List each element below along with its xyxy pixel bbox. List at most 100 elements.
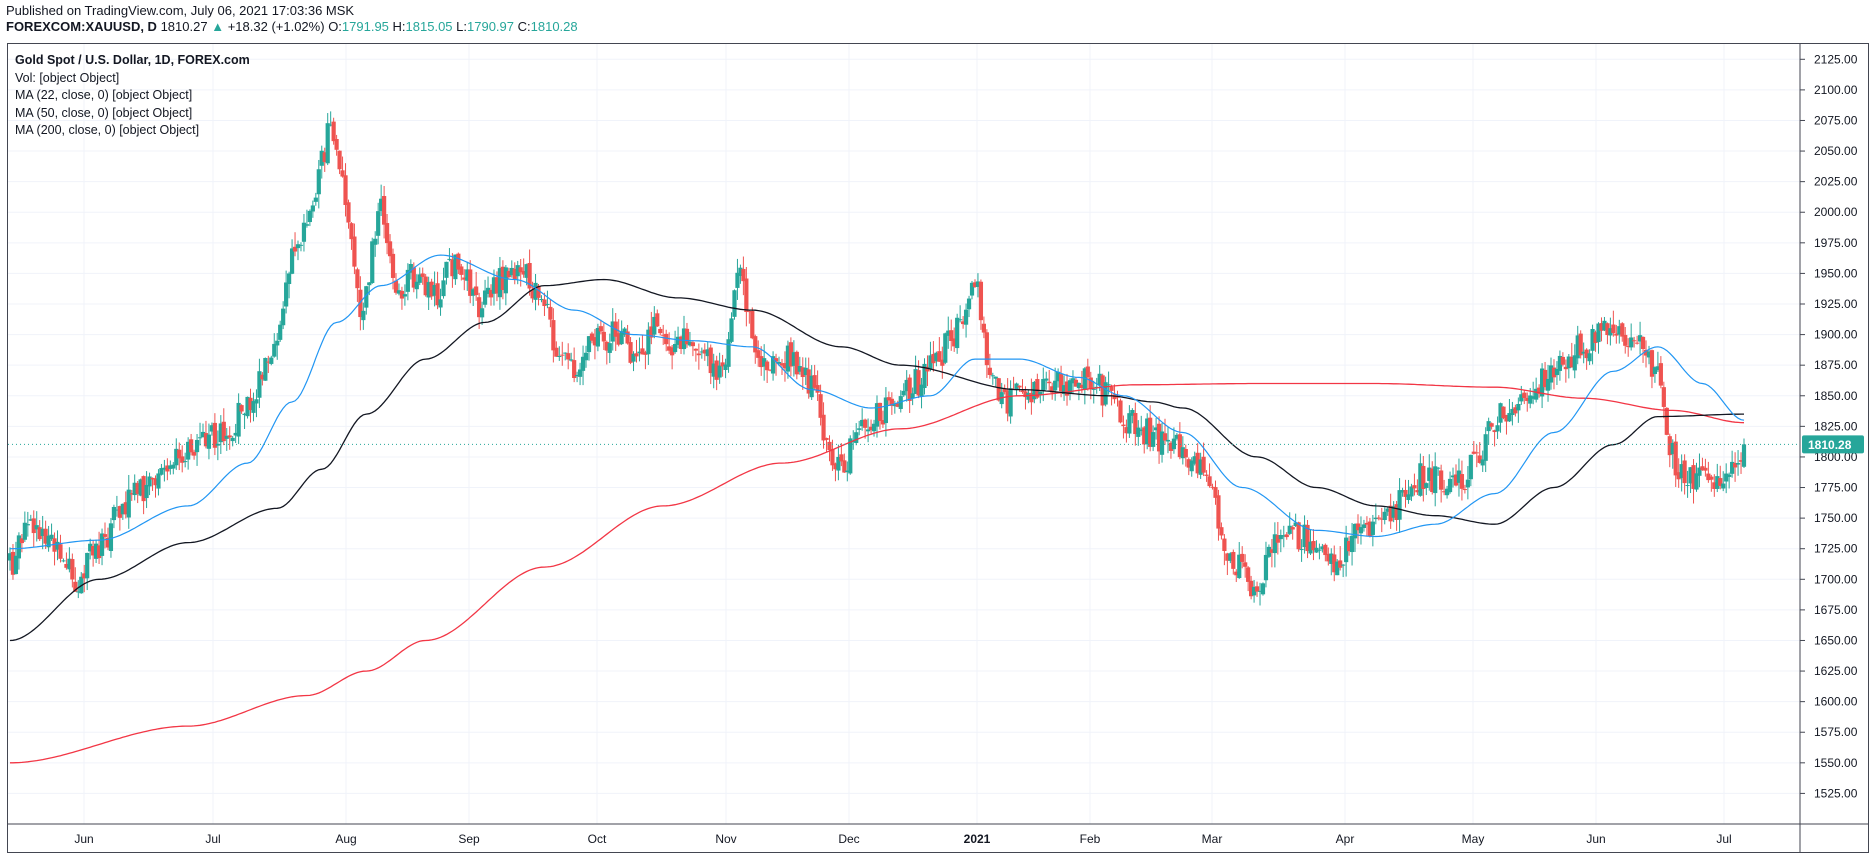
candle-body — [479, 308, 485, 318]
candle-body — [1251, 586, 1257, 596]
candle-body — [1480, 459, 1485, 466]
candle-body — [206, 434, 212, 449]
candle-body — [141, 476, 146, 502]
candle-body — [194, 439, 200, 453]
candle-body — [85, 552, 90, 579]
candle-body — [73, 581, 78, 592]
candle-body — [619, 331, 624, 345]
candle-body — [762, 358, 767, 367]
candle-body — [289, 248, 295, 274]
candle-body — [717, 365, 722, 378]
candle-body — [741, 268, 746, 282]
candle-body — [491, 277, 497, 294]
last-price: 1810.27 — [160, 19, 208, 34]
candle-body — [987, 367, 992, 375]
candle-body — [536, 285, 541, 298]
candle-body — [1263, 554, 1269, 581]
y-tick-label: 1800.00 — [1814, 450, 1858, 464]
candle-body — [64, 563, 69, 568]
candle-body — [681, 328, 687, 350]
x-tick-label: Nov — [715, 832, 736, 846]
candle-body — [696, 353, 701, 356]
candle-body — [984, 332, 989, 366]
candle-body — [367, 282, 372, 286]
candle-body — [670, 347, 675, 356]
candle-body — [159, 468, 164, 475]
candle-body — [886, 397, 891, 401]
candle-body — [114, 509, 119, 511]
candle-body — [144, 484, 149, 499]
candle-body — [1430, 468, 1435, 493]
x-tick-label: Sep — [458, 832, 480, 846]
candle-body — [1222, 538, 1227, 552]
candle-body — [1008, 388, 1013, 417]
candle-body — [40, 528, 45, 537]
candle-body — [292, 246, 298, 252]
candle-body — [607, 343, 612, 353]
candle-body — [598, 326, 603, 332]
candle-body — [1483, 434, 1488, 461]
candle-body — [1409, 486, 1414, 497]
candle-body — [1204, 474, 1209, 476]
y-tick-label: 1975.00 — [1814, 236, 1858, 250]
candle-body — [1436, 467, 1441, 469]
candle-body — [1228, 553, 1233, 561]
candle-body — [1249, 580, 1254, 597]
chart-frame[interactable] — [7, 43, 1869, 853]
candle-body — [690, 342, 696, 347]
candle-body — [462, 277, 467, 280]
candle-body — [622, 328, 627, 335]
candle-body — [776, 361, 782, 364]
candle-body — [43, 528, 48, 544]
candle-body — [233, 432, 238, 436]
current-price-badge — [1802, 435, 1864, 454]
candle-body — [417, 274, 422, 283]
candle-body — [575, 374, 580, 377]
candle-body — [304, 224, 310, 226]
candle-body — [889, 398, 894, 406]
candle-body — [687, 341, 693, 346]
candle-body — [382, 196, 387, 225]
candle-body — [1118, 400, 1123, 423]
candle-body — [1584, 349, 1589, 359]
candle-body — [1341, 564, 1346, 566]
candle-body — [396, 290, 402, 294]
candle-body — [577, 369, 583, 377]
candle-body — [1741, 444, 1747, 467]
x-tick-label: Oct — [588, 832, 607, 846]
candle-body — [61, 560, 66, 562]
candle-body — [322, 152, 327, 163]
candle-body — [1643, 349, 1649, 356]
candle-body — [361, 310, 366, 321]
y-tick-label: 1650.00 — [1814, 633, 1858, 647]
candle-body — [183, 461, 188, 463]
candle-body — [958, 319, 963, 321]
candle-body — [1370, 521, 1375, 535]
candle-body — [1210, 486, 1215, 488]
symbol-line: FOREXCOM:XAUUSD, D 1810.27 ▲ +18.32 (+1.… — [6, 19, 578, 35]
y-tick-label: 1825.00 — [1814, 419, 1858, 433]
candle-body — [883, 397, 889, 424]
candle-body — [868, 426, 874, 431]
candle-body — [1112, 394, 1117, 400]
candle-body — [631, 353, 636, 362]
candle-body — [1005, 390, 1010, 414]
y-tick-label: 1875.00 — [1814, 358, 1858, 372]
x-tick-label: May — [1462, 832, 1485, 846]
candle-body — [221, 421, 226, 442]
x-tick-label: Jul — [205, 832, 220, 846]
candle-body — [996, 378, 1001, 401]
candle-body — [779, 363, 785, 366]
candle-body — [459, 266, 464, 275]
candle-body — [474, 286, 479, 296]
candle-body — [990, 375, 995, 377]
candle-body — [854, 432, 859, 443]
x-tick-label: Aug — [335, 832, 356, 846]
candle-body — [548, 306, 553, 320]
candle-body — [248, 397, 253, 411]
candle-body — [1670, 442, 1675, 455]
candle-body — [1682, 460, 1687, 484]
y-tick-label: 1700.00 — [1814, 572, 1858, 586]
high-label: H: — [392, 19, 406, 34]
